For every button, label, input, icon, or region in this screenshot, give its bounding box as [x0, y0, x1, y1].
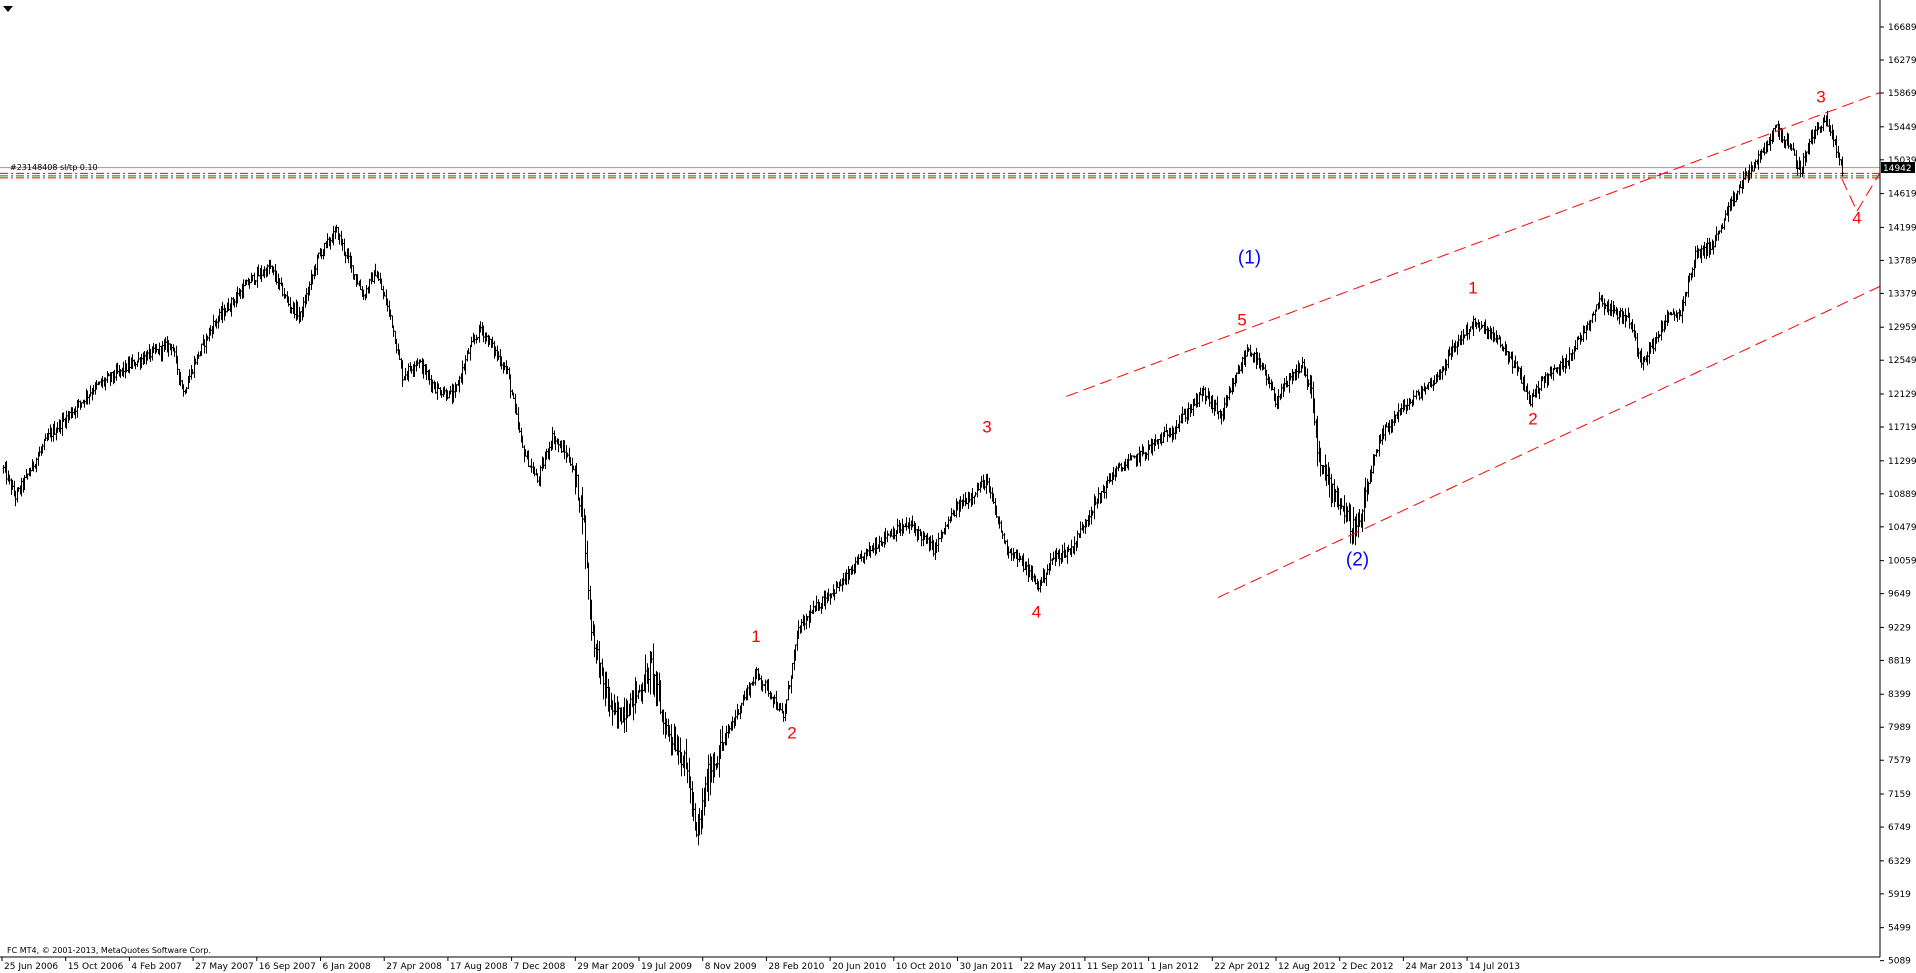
- time-tick-label: 7 Dec 2008: [514, 962, 566, 972]
- trend-line[interactable]: [1841, 178, 1858, 212]
- major-wave-label: (2): [1346, 549, 1369, 570]
- price-tick-label: 12959: [1888, 323, 1916, 333]
- time-tick-label: 28 Feb 2010: [768, 962, 824, 972]
- time-tick-label: 15 Oct 2006: [68, 962, 124, 972]
- time-tick-label: 2 Dec 2012: [1342, 962, 1394, 972]
- chart-menu-icon[interactable]: [3, 6, 13, 12]
- minor-wave-label: 4: [1032, 603, 1041, 622]
- time-tick-label: 8 Nov 2009: [705, 962, 757, 972]
- price-tick-label: 6749: [1888, 823, 1911, 833]
- time-tick-label: 1 Jan 2012: [1151, 962, 1199, 972]
- price-tick-label: 8399: [1888, 690, 1911, 700]
- time-axis: 25 Jun 2006 15 Oct 2006 4 Feb 2007 27 May 2…: [1, 957, 1520, 972]
- price-tick-label: 9649: [1888, 590, 1911, 600]
- time-tick-label: 17 Aug 2008: [450, 962, 508, 972]
- minor-wave-label: 2: [787, 723, 796, 742]
- price-tick-label: 5919: [1888, 890, 1911, 900]
- price-tick-label: 15039: [1888, 156, 1916, 166]
- price-tick-label: 13379: [1888, 289, 1916, 299]
- trend-line[interactable]: [1856, 70, 1916, 212]
- time-tick-label: 27 Apr 2008: [386, 962, 442, 972]
- time-tick-label: 10 Oct 2010: [896, 962, 952, 972]
- major-wave-label: (1): [1238, 248, 1261, 269]
- time-tick-label: 29 Mar 2009: [577, 962, 634, 972]
- time-tick-label: 25 Jun 2006: [4, 962, 58, 972]
- time-tick-label: 11 Sep 2011: [1087, 962, 1144, 972]
- price-tick-label: 9229: [1888, 623, 1911, 633]
- current-price-label: 14942: [1883, 164, 1912, 174]
- ohlc-bars: [2, 110, 1844, 846]
- time-tick-label: 19 Jul 2009: [641, 962, 692, 972]
- price-tick-label: 10479: [1888, 523, 1916, 533]
- minor-wave-label: 1: [751, 627, 760, 646]
- price-tick-label: 15869: [1888, 89, 1916, 99]
- time-tick-label: 20 Jun 2010: [832, 962, 886, 972]
- price-tick-label: 11299: [1888, 457, 1916, 467]
- time-tick-label: 12 Aug 2012: [1278, 962, 1336, 972]
- price-tick-label: 11719: [1888, 423, 1916, 433]
- current-price-box: [1881, 162, 1915, 173]
- price-tick-label: 7159: [1888, 790, 1911, 800]
- time-tick-label: 24 Mar 2013: [1405, 962, 1462, 972]
- time-tick-label: 16 Sep 2007: [259, 962, 316, 972]
- price-tick-label: 16689: [1888, 23, 1916, 33]
- price-tick-label: 10889: [1888, 490, 1916, 500]
- price-tick-label: 8819: [1888, 656, 1911, 666]
- price-tick-label: 16279: [1888, 56, 1916, 66]
- price-tick-label: 10059: [1888, 557, 1916, 567]
- price-tick-label: 5499: [1888, 924, 1911, 934]
- price-levels: [0, 167, 1880, 179]
- time-tick-label: 22 May 2011: [1023, 962, 1082, 972]
- time-tick-label: 6 Jan 2008: [323, 962, 371, 972]
- price-axis: 16689 16279 15869 15449 15039 14619 14199 13789…: [1880, 23, 1916, 967]
- time-tick-label: 22 Apr 2012: [1214, 962, 1270, 972]
- order-label: #23148408 sl/tp 0.10: [10, 163, 98, 172]
- minor-wave-label: 1: [1468, 278, 1477, 297]
- price-tick-label: 13789: [1888, 256, 1916, 266]
- price-tick-label: 7579: [1888, 756, 1911, 766]
- minor-wave-label: 3: [982, 418, 991, 437]
- minor-wave-label: 4: [1852, 208, 1861, 227]
- channel-lines: [1066, 26, 1916, 599]
- price-tick-label: 14619: [1888, 190, 1916, 200]
- copyright-label: FC MT4, © 2001-2013, MetaQuotes Software…: [7, 946, 211, 955]
- wave-labels: 1234512345(1)(2)(3)(4): [751, 88, 1861, 743]
- price-tick-label: 15449: [1888, 123, 1916, 133]
- price-tick-label: 6329: [1888, 857, 1911, 867]
- trend-line[interactable]: [1066, 26, 1916, 397]
- price-tick-label: 7989: [1888, 723, 1911, 733]
- time-tick-label: 30 Jan 2011: [960, 962, 1014, 972]
- price-tick-label: 5089: [1888, 957, 1911, 967]
- price-tick-label: 12549: [1888, 356, 1916, 366]
- trend-line[interactable]: [1217, 131, 1916, 599]
- minor-wave-label: 3: [1816, 88, 1825, 107]
- price-tick-label: 14199: [1888, 223, 1916, 233]
- price-tick-label: 12129: [1888, 390, 1916, 400]
- minor-wave-label: 5: [1237, 311, 1246, 330]
- time-tick-label: 4 Feb 2007: [131, 962, 181, 972]
- time-tick-label: 14 Jul 2013: [1469, 962, 1520, 972]
- time-tick-label: 27 May 2007: [195, 962, 254, 972]
- minor-wave-label: 2: [1528, 410, 1537, 429]
